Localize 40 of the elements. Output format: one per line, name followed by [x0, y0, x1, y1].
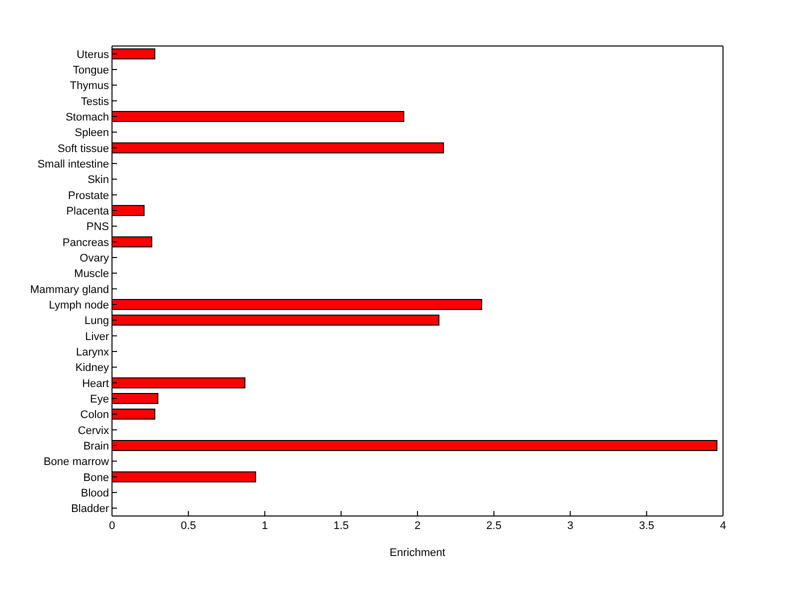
x-tick-label: 0.5 [180, 520, 196, 532]
x-tick-label: 2.5 [486, 520, 502, 532]
y-tick-label: Eye [90, 394, 109, 406]
x-tick-label: 1.5 [333, 520, 349, 532]
y-tick-label: Spleen [74, 127, 109, 140]
y-tick-label: Larynx [76, 346, 110, 358]
y-tick-label: Kidney [75, 362, 110, 374]
y-tick-label: PNS [86, 221, 109, 234]
x-tick-label: 3.5 [638, 520, 654, 532]
y-tick-label: Liver [85, 330, 110, 343]
y-tick-label: Soft tissue [58, 142, 109, 155]
y-tick-label: Tongue [72, 64, 109, 76]
y-tick-label: Heart [82, 378, 109, 390]
x-tick-label: 3 [567, 520, 574, 532]
y-tick-label: Bone marrow [44, 456, 110, 468]
y-tick-label: Lymph node [48, 300, 109, 312]
y-tick-label: Placenta [66, 206, 110, 218]
x-tick-label: 0 [108, 520, 116, 532]
y-tick-label: Pancreas [62, 236, 110, 249]
x-tick-label: 2 [414, 520, 421, 532]
y-tick-label: Bone [83, 472, 109, 484]
x-tick-label: 4 [720, 520, 726, 532]
y-tick-label: Muscle [74, 268, 109, 280]
y-tick-label: Uterus [76, 48, 110, 61]
y-tick-label: Bladder [71, 503, 110, 516]
y-tick-label: Blood [80, 488, 109, 500]
y-tick-label: Testis [80, 96, 110, 108]
y-tick-label: Prostate [68, 190, 109, 202]
y-tick-label: Lung [84, 315, 109, 328]
y-tick-label: Skin [88, 174, 109, 186]
y-tick-label: Cervix [78, 424, 110, 437]
y-tick-label: Stomach [66, 112, 109, 124]
y-tick-label: Small intestine [37, 158, 109, 170]
x-tick-label: 1 [262, 520, 268, 532]
y-tick-label: Thymus [70, 80, 110, 92]
y-tick-label: Ovary [80, 252, 110, 264]
y-tick-label: Colon [80, 409, 109, 422]
y-tick-label: Mammary gland [30, 284, 109, 296]
x-axis-title: Enrichment [390, 547, 446, 559]
y-tick-label: Brain [83, 440, 109, 452]
